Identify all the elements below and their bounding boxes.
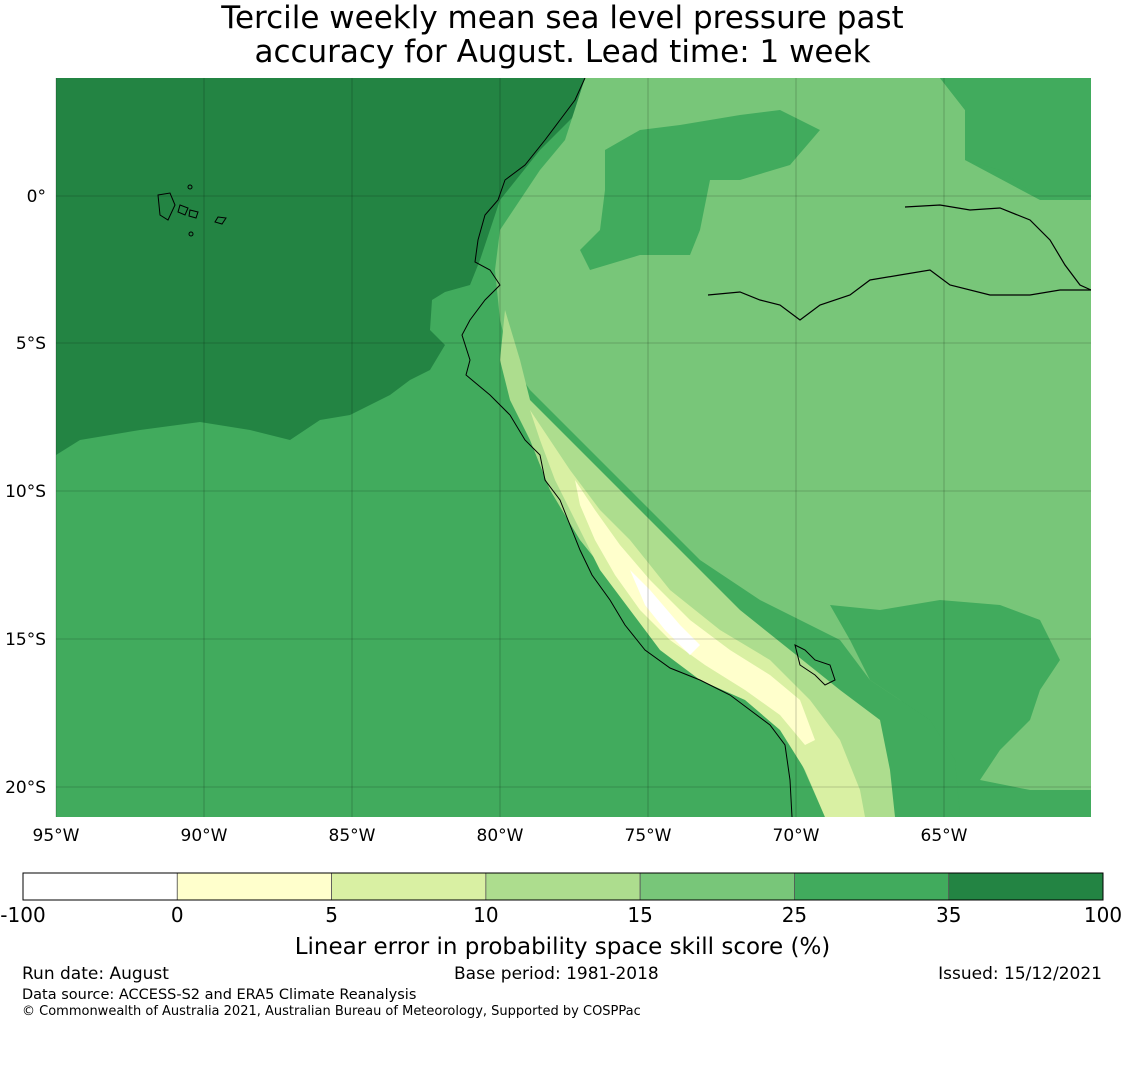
colorbar (22, 872, 1104, 901)
colorbar-tick-label: 35 (935, 903, 962, 927)
colorbar-segment (176, 872, 332, 901)
lon-tick-label: 95°W (33, 826, 80, 846)
colorbar-tick-label: 100 (1083, 903, 1123, 927)
lon-tick-label: 75°W (625, 826, 672, 846)
region-25-35-patch-southeast (830, 600, 1091, 817)
lat-tick-labels: 0° 5°S 10°S 15°S 20°S (5, 187, 46, 798)
river-north (904, 204, 1091, 291)
colorbar-segment (22, 872, 178, 901)
colorbar-tick-label: 10 (473, 903, 499, 927)
lon-tick-label: 65°W (921, 826, 968, 846)
lon-tick-labels: 95°W 90°W 85°W 80°W 75°W 70°W 65°W (33, 826, 968, 846)
grid-lines (55, 78, 1091, 817)
map-fields (56, 78, 1091, 817)
region-25-35-patch-north (580, 110, 820, 270)
lon-tick-label: 70°W (773, 826, 820, 846)
colorbar-segment (331, 872, 487, 901)
colorbar-segment (485, 872, 641, 901)
colorbar-frame (22, 872, 1104, 901)
river (707, 269, 1091, 321)
colorbar-segment (794, 872, 950, 901)
issued-date: Issued: 15/12/2021 (938, 964, 1102, 984)
lat-tick-label: 15°S (5, 630, 46, 650)
base-period: Base period: 1981-2018 (454, 964, 659, 984)
region-25-35-patch-northeast (940, 78, 1091, 200)
colorbar-tick-label: 15 (627, 903, 653, 927)
coastline (461, 78, 793, 817)
chart-title-line2: accuracy for August. Lead time: 1 week (254, 34, 871, 70)
galapagos-islands (157, 184, 227, 237)
lat-tick-label: 5°S (16, 334, 46, 354)
colorbar-tick-label: 25 (781, 903, 808, 927)
chart-title-line1: Tercile weekly mean sea level pressure p… (221, 0, 904, 36)
copyright: © Commonwealth of Australia 2021, Austra… (22, 1004, 641, 1019)
lon-tick-label: 85°W (329, 826, 376, 846)
lat-tick-label: 0° (27, 187, 46, 207)
region-minus100-0 (630, 570, 700, 655)
colorbar-segment (948, 872, 1104, 901)
lon-tick-label: 80°W (477, 826, 524, 846)
colorbar-tick-label: -100 (0, 903, 46, 927)
data-source: Data source: ACCESS-S2 and ERA5 Climate … (22, 987, 417, 1003)
colorbar-tick-label: 5 (325, 903, 338, 927)
colorbar-segment (639, 872, 795, 901)
colorbar-tick-label: 0 (170, 903, 184, 927)
lat-tick-label: 20°S (5, 778, 46, 798)
lake-titicaca (794, 644, 836, 686)
region-0-5 (575, 480, 815, 745)
lon-tick-label: 90°W (181, 826, 228, 846)
region-35-100 (56, 78, 585, 455)
colorbar-title: Linear error in probability space skill … (294, 934, 831, 960)
run-date: Run date: August (22, 964, 169, 984)
lat-tick-label: 10°S (5, 482, 46, 502)
